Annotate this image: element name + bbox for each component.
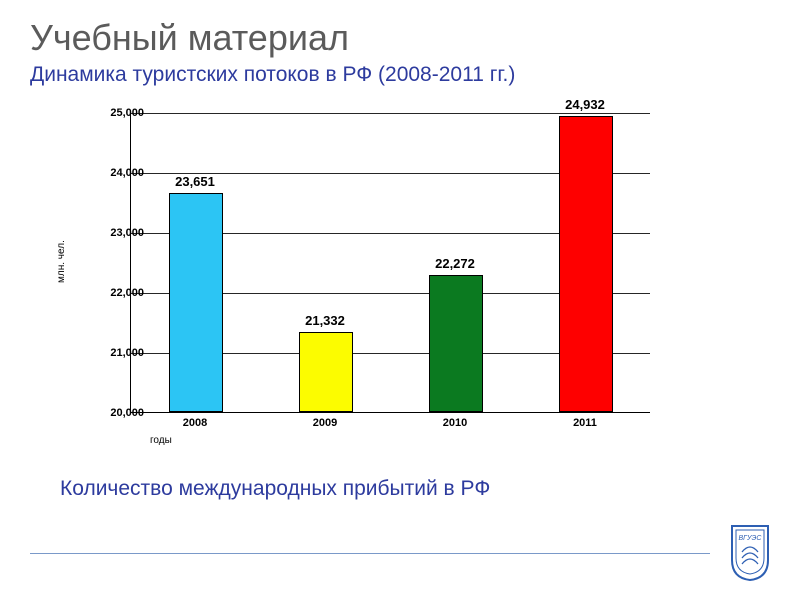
plot-area (130, 113, 650, 413)
bar (299, 332, 354, 412)
logo-text: ВГУЭС (739, 535, 763, 542)
y-tick-label: 20,000 (94, 407, 144, 419)
vgues-logo: ВГУЭС (728, 524, 772, 582)
bar (559, 116, 614, 412)
bar-value-label: 24,932 (525, 97, 645, 112)
slide: Учебный материал Динамика туристских пот… (0, 0, 800, 600)
bar-value-label: 22,272 (395, 256, 515, 271)
slide-subtitle: Динамика туристских потоков в РФ (2008-2… (30, 62, 770, 87)
bar (169, 193, 224, 412)
x-tick-label: 2009 (285, 417, 365, 429)
y-tick-label: 22,000 (94, 287, 144, 299)
x-axis-title: годы (150, 435, 172, 446)
y-tick-label: 23,000 (94, 227, 144, 239)
slide-title: Учебный материал (30, 18, 770, 58)
bar (429, 275, 484, 411)
x-tick-label: 2011 (545, 417, 625, 429)
x-tick-label: 2008 (155, 417, 235, 429)
grid-line (131, 113, 650, 114)
bar-value-label: 21,332 (265, 313, 385, 328)
y-axis-title: млн. чел. (56, 240, 67, 283)
y-tick-label: 21,000 (94, 347, 144, 359)
bar-chart: млн. чел. годы 20,000 21,000 22,000 23,000 2… (50, 103, 670, 453)
x-tick-label: 2010 (415, 417, 495, 429)
y-tick-label: 25,000 (94, 107, 144, 119)
chart-caption: Количество международных прибытий в РФ (60, 477, 770, 501)
footer-divider (30, 553, 710, 554)
bar-value-label: 23,651 (135, 174, 255, 189)
